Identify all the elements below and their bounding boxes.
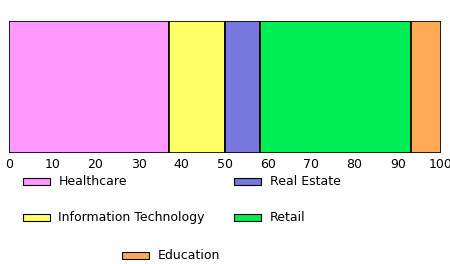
Text: Education: Education — [158, 249, 220, 262]
FancyBboxPatch shape — [22, 178, 50, 185]
Text: Retail: Retail — [270, 211, 306, 224]
FancyBboxPatch shape — [22, 214, 50, 221]
Bar — [9, 21, 169, 153]
Text: Healthcare: Healthcare — [58, 175, 127, 188]
FancyBboxPatch shape — [122, 252, 148, 259]
Bar — [169, 21, 225, 153]
Text: Information Technology: Information Technology — [58, 211, 205, 224]
Bar — [225, 21, 260, 153]
FancyBboxPatch shape — [234, 178, 261, 185]
Bar — [260, 21, 411, 153]
FancyBboxPatch shape — [234, 214, 261, 221]
Text: Real Estate: Real Estate — [270, 175, 341, 188]
Bar — [411, 21, 441, 153]
